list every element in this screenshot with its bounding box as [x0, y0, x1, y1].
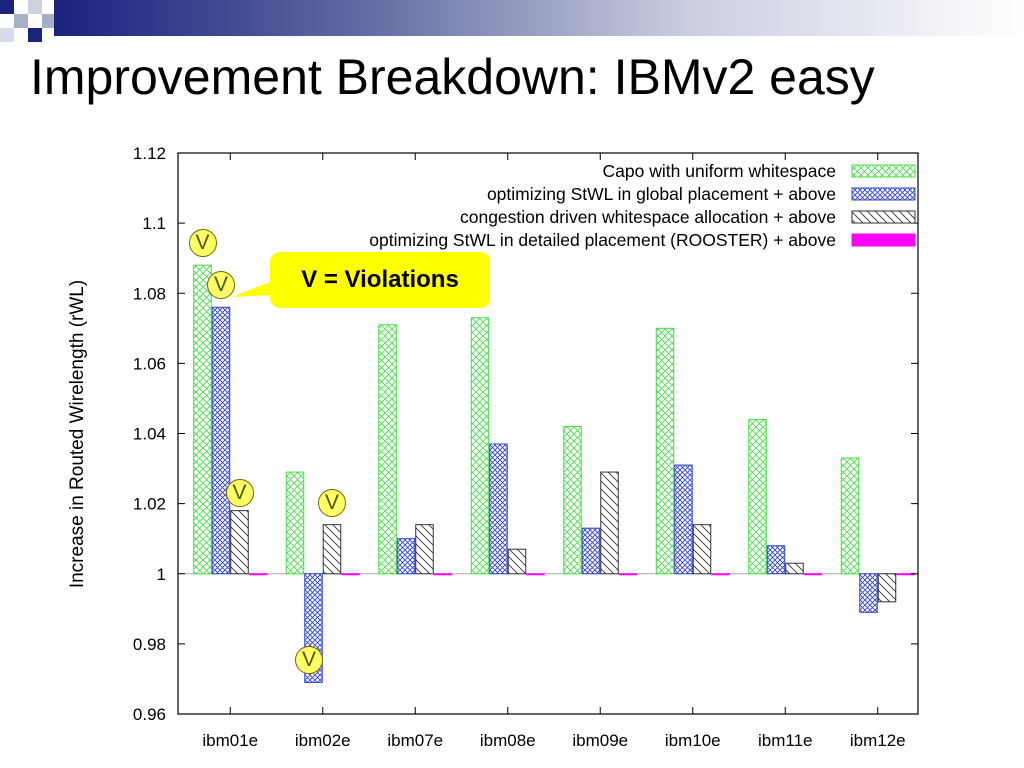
violation-marker: V	[207, 271, 235, 300]
bar-ibm07e-series-3	[415, 524, 434, 575]
deco-block-2	[14, 14, 28, 28]
bar-ibm09e-series-2	[581, 527, 601, 575]
bar-ibm10e-series-4	[711, 573, 730, 576]
legend-label: optimizing StWL in global placement + ab…	[487, 184, 836, 204]
bar-ibm01e-series-3	[230, 510, 249, 575]
bar-ibm02e-series-1	[285, 471, 305, 575]
bar-ibm07e-series-1	[378, 324, 397, 575]
bar-ibm11e-series-1	[748, 418, 767, 575]
x-tick-label: ibm11e	[758, 731, 813, 750]
bar-ibm02e-series-3	[322, 524, 342, 575]
x-tick-label: ibm07e	[387, 731, 443, 750]
legend-label: optimizing StWL in detailed placement (R…	[369, 230, 836, 250]
bar-ibm08e-series-4	[526, 573, 545, 576]
y-tick-label: 0.98	[133, 635, 166, 654]
y-tick-label: 1.04	[133, 425, 166, 444]
bar-ibm02e-series-4	[341, 573, 360, 576]
bar-ibm01e-series-1	[193, 264, 212, 575]
bar-ibm08e-series-3	[507, 548, 527, 575]
legend-swatch	[851, 233, 916, 247]
x-tick-label: ibm02e	[295, 731, 351, 750]
deco-block-6	[0, 28, 14, 42]
bar-ibm09e-series-4	[618, 573, 638, 576]
x-tick-label: ibm08e	[480, 731, 536, 750]
y-tick-label: 1.06	[133, 354, 166, 373]
y-tick-label: 1.08	[133, 284, 166, 303]
bar-ibm11e-series-2	[766, 545, 786, 575]
legend-swatch	[851, 210, 916, 224]
y-tick-label: 1	[157, 565, 166, 584]
violation-marker: V	[225, 478, 254, 507]
deco-block-3	[28, 0, 42, 14]
violation-marker: V	[295, 646, 323, 674]
legend-label: Capo with uniform whitespace	[603, 161, 836, 181]
bar-ibm09e-series-1	[563, 425, 582, 575]
legend-label: congestion driven whitespace allocation …	[460, 207, 836, 227]
deco-block-4	[28, 28, 42, 42]
bar-ibm12e-series-3	[877, 573, 897, 603]
bar-ibm01e-series-4	[248, 573, 268, 576]
y-tick-label: 0.96	[133, 705, 166, 724]
deco-block-5	[42, 14, 56, 28]
x-tick-label: ibm01e	[202, 731, 258, 750]
deco-block-1	[0, 0, 14, 14]
y-axis-label: Increase in Routed Wirelength (rWL)	[67, 280, 88, 588]
bar-ibm10e-series-1	[655, 327, 675, 575]
bar-ibm08e-series-1	[470, 317, 490, 575]
violation-marker: V	[188, 229, 217, 258]
bar-ibm07e-series-4	[433, 573, 453, 576]
violations-callout: V = Violations	[270, 252, 490, 308]
callout-pointer	[232, 281, 272, 297]
title-bar	[54, 0, 1024, 36]
x-tick-label: ibm12e	[850, 731, 906, 750]
bar-ibm07e-series-2	[396, 538, 416, 575]
y-tick-label: 1.02	[133, 495, 166, 514]
bar-ibm11e-series-4	[803, 573, 823, 576]
bar-ibm12e-series-1	[840, 457, 860, 575]
x-tick-label: ibm09e	[572, 731, 628, 750]
bar-ibm10e-series-2	[674, 464, 693, 575]
bar-ibm11e-series-3	[785, 562, 804, 575]
y-tick-label: 1.1	[142, 214, 166, 233]
y-tick-label: 1.12	[133, 144, 166, 163]
legend-swatch	[851, 164, 916, 178]
legend-swatch	[851, 187, 916, 201]
violation-marker: V	[318, 488, 346, 517]
bar-ibm10e-series-3	[692, 524, 712, 575]
x-tick-label: ibm10e	[665, 731, 721, 750]
slide-title: Improvement Breakdown: IBMv2 easy	[30, 49, 875, 105]
bar-ibm12e-series-2	[859, 573, 878, 613]
bar-ibm08e-series-2	[489, 443, 508, 575]
bar-ibm01e-series-2	[211, 306, 231, 575]
bar-ibm09e-series-3	[600, 471, 619, 575]
